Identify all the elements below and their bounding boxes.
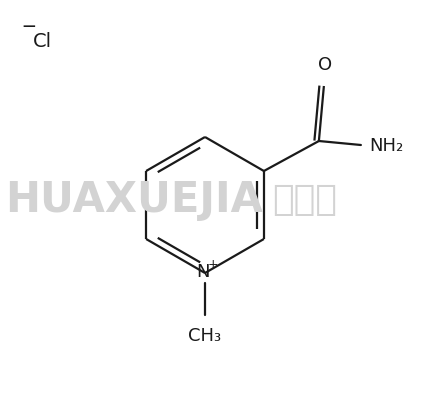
Text: HUAXUEJIA: HUAXUEJIA bbox=[5, 179, 263, 221]
Text: N: N bbox=[196, 263, 210, 281]
Text: Cl: Cl bbox=[33, 32, 52, 51]
Text: NH₂: NH₂ bbox=[369, 137, 403, 155]
Text: O: O bbox=[318, 56, 332, 74]
Text: CH₃: CH₃ bbox=[188, 327, 221, 345]
Text: 化学加: 化学加 bbox=[272, 183, 337, 217]
Text: +: + bbox=[208, 258, 218, 270]
